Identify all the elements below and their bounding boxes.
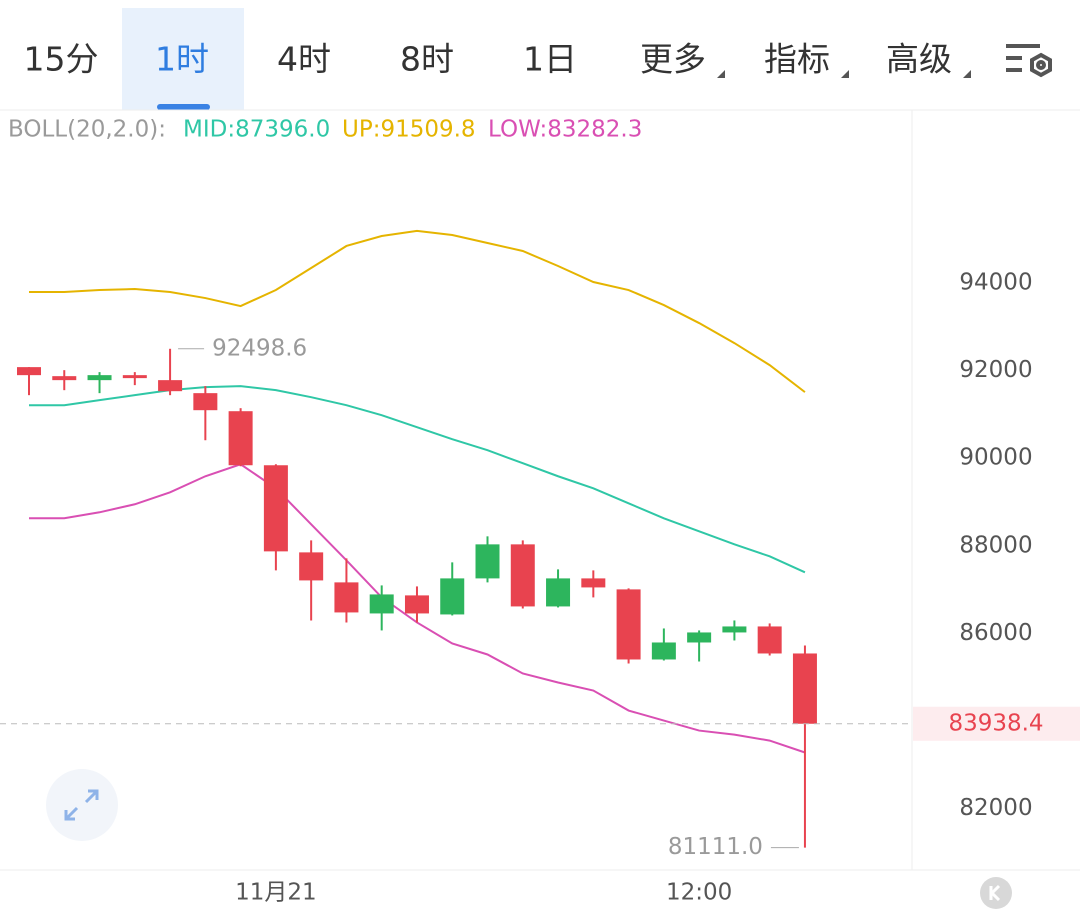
tab[interactable]: 1日 (523, 40, 577, 79)
candle-body (440, 578, 465, 615)
boll-line (29, 385, 806, 574)
y-tick-label: 92000 (959, 357, 1032, 383)
tab[interactable]: 4时 (277, 40, 331, 79)
max-label: 92498.6 (212, 335, 307, 361)
y-tick-label: 86000 (959, 620, 1032, 646)
candle-body (122, 375, 147, 379)
candle-body (757, 626, 782, 654)
candle-body (87, 375, 112, 381)
tab[interactable]: 指标 (764, 40, 830, 79)
active-tab-underline (157, 104, 210, 110)
candle-body (193, 393, 218, 411)
candle-body (475, 544, 500, 579)
tab[interactable]: 更多 (640, 40, 706, 79)
legend-entry: LOW:83282.3 (488, 117, 642, 143)
candle-body (17, 367, 41, 376)
legend-entry: UP:91509.8 (342, 117, 476, 143)
y-tick-label: 88000 (959, 532, 1032, 558)
candle-body (369, 594, 394, 614)
x-tick-label: 12:00 (666, 880, 732, 906)
candle-body (228, 411, 253, 466)
legend-entry: MID:87396.0 (183, 117, 330, 143)
plot: BOLL(20,2.0): MID:87396.0 UP:91509.8 LOW:83… (0, 117, 1080, 906)
indicator-name: BOLL(20,2.0): (8, 117, 166, 143)
candle-body (616, 589, 641, 660)
last-price-label: 83938.4 (948, 710, 1043, 736)
last-price-box (913, 706, 1080, 741)
scroll-latest-button[interactable] (980, 877, 1012, 909)
x-tick-label: 11月21 (235, 880, 317, 906)
boll-line (29, 229, 806, 393)
min-label: 81111.0 (668, 834, 763, 860)
expand-icon (64, 789, 99, 821)
candle-body (792, 653, 817, 724)
expand-button[interactable] (46, 769, 118, 841)
active-tab-bg (122, 8, 244, 110)
y-tick-label: 90000 (959, 445, 1032, 471)
y-tick-label: 82000 (959, 795, 1032, 821)
candle-body (299, 552, 324, 581)
candle-body (510, 544, 535, 607)
dropdown-arrow (717, 70, 725, 78)
candle-body (263, 465, 288, 552)
candle-body (158, 380, 183, 392)
candle-body (546, 578, 571, 607)
candle-body (52, 376, 77, 381)
tab[interactable]: 8时 (400, 40, 454, 79)
candle-body (722, 626, 747, 633)
tab[interactable]: 1时 (155, 40, 209, 79)
dropdown-arrow (963, 70, 971, 78)
candle-body (651, 642, 676, 660)
settings-icon[interactable] (1006, 44, 1052, 78)
tab[interactable]: 15分 (24, 40, 99, 79)
tab[interactable]: 高级 (886, 40, 952, 79)
tabs: 15分 1时 4时 8时 1日 更多 指标 高级 (24, 40, 971, 79)
candle-body (334, 582, 359, 613)
candle-body (687, 632, 712, 643)
candle-body (404, 595, 429, 614)
y-tick-label: 94000 (959, 270, 1032, 296)
candle-body (581, 578, 606, 588)
dropdown-arrow (841, 70, 849, 78)
